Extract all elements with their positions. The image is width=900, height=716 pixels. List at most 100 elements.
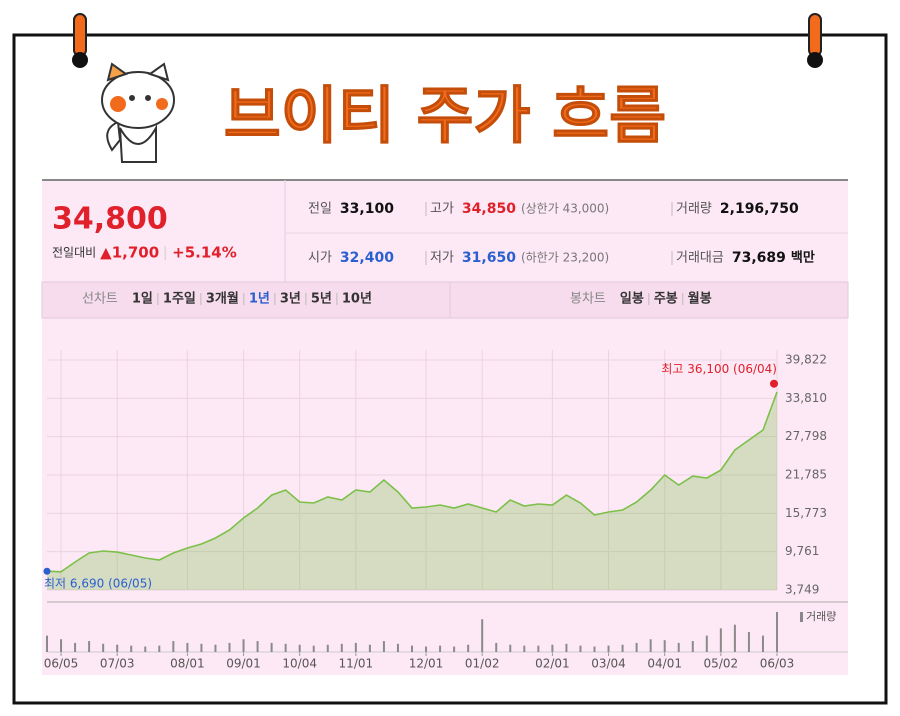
field-value: 31,650: [462, 250, 516, 266]
ring: [72, 13, 823, 68]
x-tick-label: 03/04: [591, 657, 626, 671]
high-label: 최고 36,100 (06/04): [661, 362, 777, 376]
field-label: 저가: [430, 251, 454, 266]
low-marker: [43, 567, 51, 575]
tab[interactable]: 일봉: [620, 292, 644, 307]
field-note: (상한가 43,000): [521, 202, 609, 216]
field-value: 32,400: [340, 250, 394, 266]
field-unit: 백만: [791, 250, 815, 266]
tab[interactable]: 10년: [342, 292, 372, 307]
volume-bar: [677, 642, 680, 652]
tab-bar: [41, 281, 849, 319]
volume-bar: [158, 645, 161, 652]
tab[interactable]: 3년: [280, 292, 301, 307]
volume-bar: [691, 641, 694, 652]
y-tick-label: 27,798: [785, 429, 827, 443]
volume-bar: [719, 628, 722, 652]
tab-group-label: 봉차트: [570, 292, 606, 307]
tabs: 선차트 1일 1주일 3개월 1년 3년 5년 10년 봉차트 일봉 주봉 월봉: [82, 291, 712, 307]
volume-bar: [607, 645, 610, 652]
volume-bar: [102, 643, 105, 652]
volume-bar: [340, 643, 343, 652]
volume-bar: [747, 631, 750, 652]
x-tick-label: 12/01: [409, 657, 444, 671]
y-tick-label: 33,810: [785, 391, 827, 405]
volume-bar: [270, 642, 273, 652]
tab[interactable]: 1년: [249, 292, 270, 307]
volume-bar: [116, 644, 119, 652]
x-tick-label: 09/01: [226, 657, 261, 671]
volume-bar: [509, 644, 512, 652]
volume-bar: [256, 641, 259, 652]
x-tick-label: 01/02: [465, 657, 500, 671]
volume-bar: [228, 642, 231, 652]
volume-bar: [60, 639, 63, 652]
field-note: (하한가 23,200): [521, 251, 609, 265]
x-tick-label: 08/01: [170, 657, 205, 671]
tab[interactable]: 주봉: [654, 292, 678, 307]
volume-bar: [467, 644, 470, 652]
volume-bar: [172, 641, 175, 652]
volume-bar: [74, 642, 77, 652]
volume-bar: [382, 641, 385, 652]
low-label: 최저 6,690 (06/05): [44, 577, 152, 591]
volume-bar: [663, 640, 666, 652]
tab[interactable]: 월봉: [688, 291, 712, 307]
quote-fields: 전일 33,100 고가 34,850 (상한가 43,000) 거래량 2,196,750…: [308, 201, 815, 266]
volume-bar: [439, 645, 442, 652]
high-marker: [770, 379, 778, 388]
tab-group-label: 선차트: [82, 292, 118, 307]
volume-bar: [130, 645, 133, 652]
field-value: 34,850: [462, 201, 516, 217]
area-fill: [47, 392, 777, 590]
volume-label: 거래량: [806, 610, 836, 623]
volume-bar: [326, 644, 329, 652]
volume-bar: [565, 643, 568, 652]
volume-bar: [425, 646, 428, 652]
volume-bar: [453, 646, 456, 652]
field-label: 거래대금: [676, 251, 724, 266]
x-tick-label: 06/05: [44, 657, 79, 671]
volume-bar: [214, 644, 217, 652]
volume-bar: [537, 645, 540, 652]
field-label: 전일: [308, 202, 332, 217]
volume-bar: [186, 642, 189, 652]
price-line: [46, 391, 778, 573]
volume-bar: [368, 644, 371, 652]
cat-icon: [101, 62, 175, 163]
volume-bar: [481, 619, 484, 652]
volume-bar: [776, 612, 778, 652]
volume-bar: [495, 642, 498, 652]
tab[interactable]: 3개월: [206, 291, 239, 307]
volume-bar: [284, 643, 287, 652]
volume-bar: [298, 644, 301, 652]
tab[interactable]: 1일: [132, 292, 153, 307]
volume-bar: [621, 644, 624, 652]
x-tick-label: 11/01: [339, 657, 374, 671]
field-label: 고가: [430, 202, 454, 217]
volume-bar: [579, 645, 582, 652]
change-label: 전일대비: [52, 246, 96, 260]
volume-bar: [635, 642, 638, 652]
field-value: 73,689: [732, 250, 786, 266]
y-tick-label: 3,749: [785, 583, 819, 597]
page-title: 브이티 주가 흐름: [224, 79, 666, 152]
panel: [42, 180, 848, 675]
tab[interactable]: 5년: [311, 292, 332, 307]
volume-bar: [551, 644, 554, 652]
y-tick-label: 21,785: [785, 468, 827, 482]
x-tick-label: 07/03: [100, 657, 135, 671]
volume-bar: [411, 645, 413, 652]
volume-bar: [88, 641, 91, 652]
volume-bar: [593, 646, 596, 652]
tab[interactable]: 1주일: [163, 292, 196, 307]
y-tick-label: 9,761: [785, 544, 819, 558]
x-tick-label: 04/01: [647, 657, 682, 671]
volume-bar: [200, 643, 203, 652]
volume-bar: [242, 639, 245, 652]
x-tick-label: 06/03: [760, 657, 795, 671]
volume-bar: [733, 624, 736, 652]
x-tick-label: 02/01: [535, 657, 570, 671]
